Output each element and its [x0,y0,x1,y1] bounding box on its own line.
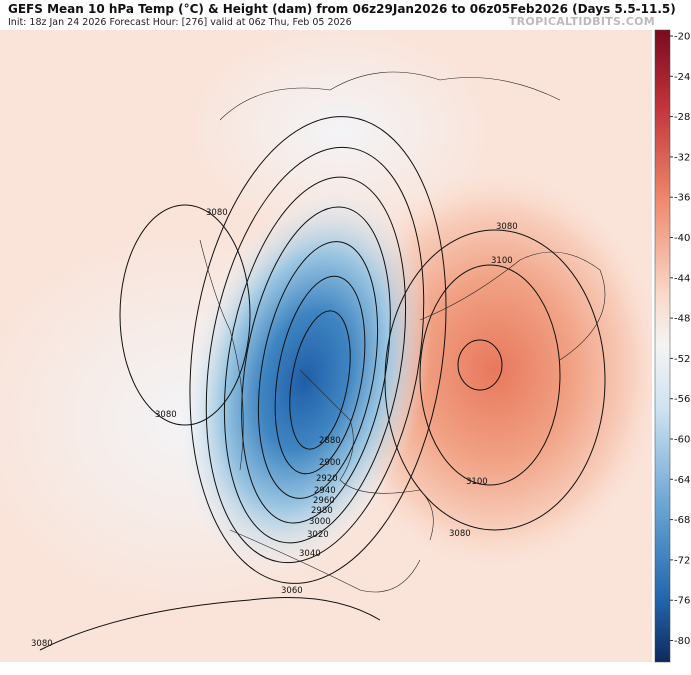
contour-label: 3000 [309,517,331,527]
colorbar-label: -28 [674,112,690,123]
colorbar-label: -80 [674,636,690,647]
field-cold [178,184,432,576]
colorbar-label: -40 [674,233,690,244]
coastlines [199,71,606,593]
colorbar-label: -24 [674,72,690,83]
map-field [0,30,652,662]
colorbar-label: -44 [674,273,690,284]
colorbar-label: -56 [674,394,690,405]
colorbar-label: -20 [674,32,690,43]
credit: TROPICALTIDBITS.COM [508,15,655,28]
contour-label: 3080 [31,639,53,649]
colorbar-label: -52 [674,354,690,365]
colorbar-label: -68 [674,515,690,526]
contour-label: 2900 [319,458,341,468]
colorbar-label: -32 [674,152,690,163]
colorbar-label: -48 [674,314,690,325]
contour-label: 3080 [496,222,518,232]
contour-label: 2880 [319,436,341,446]
colorbar-label: -72 [674,555,690,566]
colorbar [654,29,671,663]
contour-label: 2920 [316,474,338,484]
contour-label: 2940 [314,486,336,496]
colorbar-label: -36 [674,193,690,204]
colorbar-label: -60 [674,435,690,446]
contour-label: 2960 [313,496,335,506]
contour-label: 3080 [449,529,471,539]
height-contours [39,116,606,651]
contour-label: 3080 [155,410,177,420]
field-neutral [180,30,500,240]
contour-label: 3100 [466,477,488,487]
contour-label: 3080 [206,208,228,218]
contour-label: 2980 [311,506,333,516]
contour-label: 3040 [299,549,321,559]
contour-label: 3100 [491,256,513,266]
colorbar-label: -64 [674,475,690,486]
map-subtitle: Init: 18z Jan 24 2026 Forecast Hour: [27… [8,17,352,28]
contour-label: 3060 [281,586,303,596]
contour-label: 3020 [307,530,329,540]
map-title: GEFS Mean 10 hPa Temp (°C) & Height (dam… [8,2,676,16]
colorbar-label: -76 [674,596,690,607]
